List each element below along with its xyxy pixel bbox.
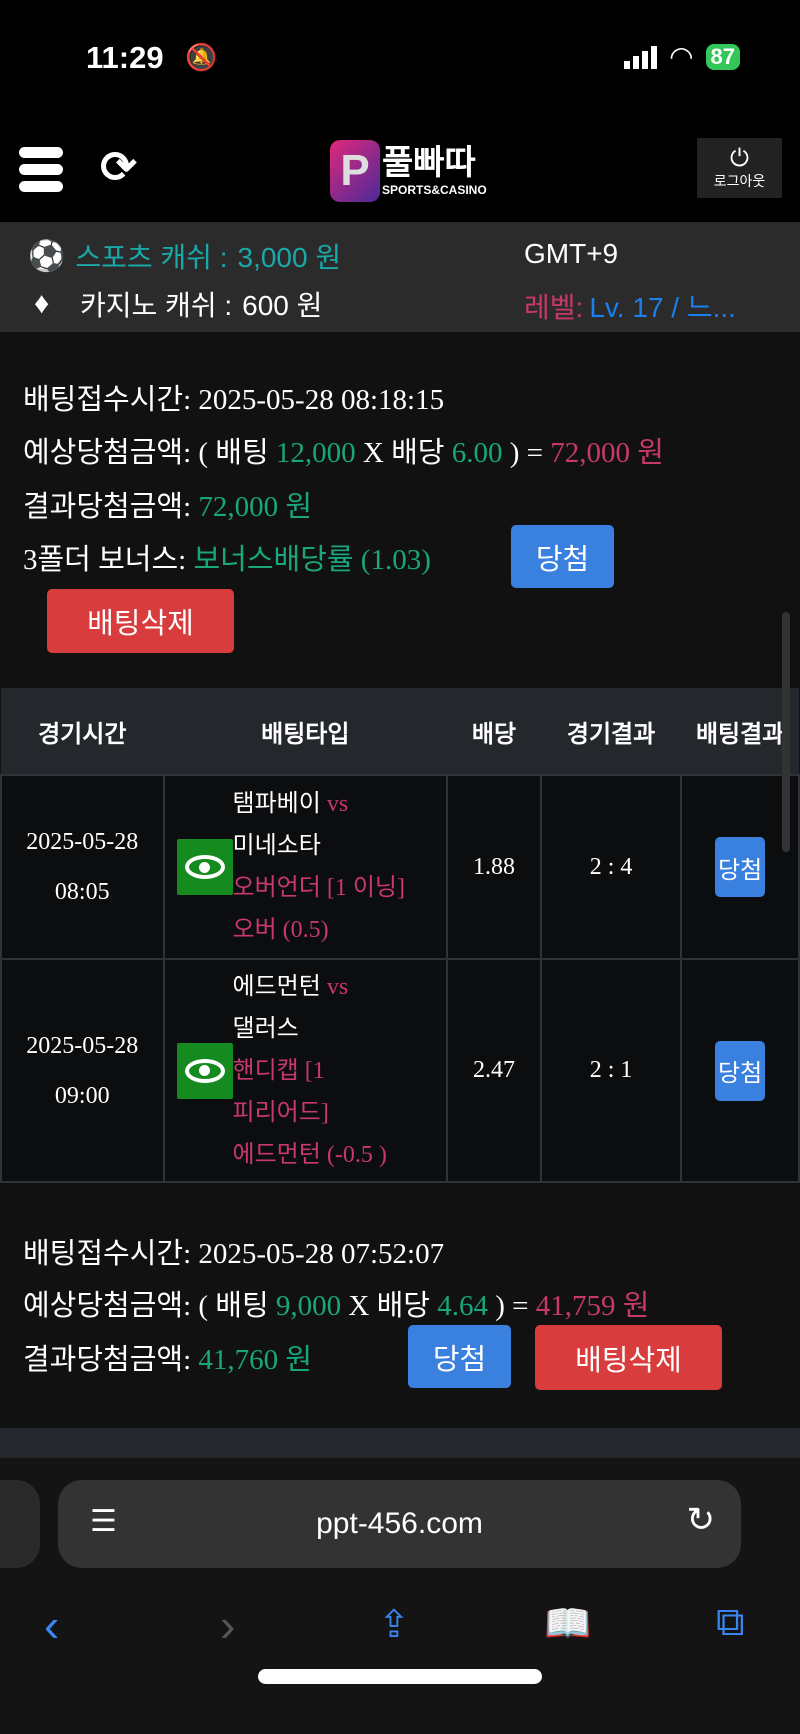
win-badge[interactable]: 당첨 — [715, 837, 766, 897]
sports-cash-label: 스포츠 캐쉬 : — [75, 242, 228, 273]
match-score: 2 : 1 — [539, 958, 683, 1183]
soccer-ball-icon: ⚽ — [28, 239, 66, 273]
level-row: 레벨: Lv. 17 / 느... — [524, 286, 736, 326]
scrollbar[interactable] — [782, 612, 790, 852]
wifi-icon: ◠ — [669, 41, 694, 72]
level-value: Lv. 17 / 느... — [589, 292, 736, 323]
bet1-bonus: 3폴더 보너스: 보너스배당률 (1.03) — [23, 544, 431, 576]
bet1-status-button[interactable]: 당첨 — [511, 525, 614, 588]
logo[interactable]: P 풀빠따 SPORTS&CASINO — [330, 140, 487, 202]
address-bar[interactable]: ☰ ppt-456.com ↻ — [58, 1480, 741, 1568]
timezone: GMT+9 — [524, 238, 619, 269]
bookmarks-icon[interactable]: 📖 — [544, 1603, 592, 1645]
home-indicator — [258, 1669, 542, 1684]
bet2-result: 결과당첨금액: 41,760 원 — [23, 1344, 313, 1376]
status-icons: ◠ 87 — [624, 40, 740, 73]
table-row: 2025-05-28 09:00 에드먼턴 vs 댈러스 핸디캡 [1 피리어드] 에드… — [0, 958, 800, 1183]
bet-result: 당첨 — [680, 958, 800, 1183]
level-label: 레벨: — [524, 292, 584, 323]
menu-icon[interactable] — [19, 147, 63, 192]
reload-icon[interactable]: ↻ — [686, 1501, 716, 1539]
bet2-time: 배팅접수시간: 2025-05-28 07:52:07 — [23, 1238, 445, 1270]
back-icon[interactable]: ‹ — [44, 1599, 60, 1651]
table-row: 2025-05-28 08:05 탬파베이 vs 미네소타 오버언더 [1 이닝] 오버… — [0, 774, 800, 960]
tabs-icon[interactable]: ⧉ — [716, 1600, 745, 1644]
match-time: 2025-05-28 09:00 — [0, 958, 165, 1183]
forward-icon[interactable]: › — [220, 1599, 236, 1651]
account-info-bar: ⚽ 스포츠 캐쉬 : 3,000 원 ♦ 카지노 캐쉬 : 600 원 GMT+… — [0, 222, 800, 332]
casino-cash-label: 카지노 캐쉬 : — [80, 290, 233, 321]
match-score: 2 : 4 — [539, 774, 683, 960]
header-bet-type: 배팅타입 — [163, 688, 448, 775]
logout-button[interactable]: ⏻ 로그아웃 — [697, 138, 782, 198]
bet1-result: 결과당첨금액: 72,000 원 — [23, 491, 313, 523]
bet1-time: 배팅접수시간: 2025-05-28 08:18:15 — [23, 384, 445, 416]
bet1-expected: 예상당첨금액: ( 배팅 12,000 X 배당 6.00 ) = 72,000… — [23, 437, 664, 469]
page-menu-icon[interactable]: ☰ — [90, 1505, 117, 1538]
power-icon: ⏻ — [730, 145, 749, 172]
header-match-time: 경기시간 — [1, 688, 164, 775]
casino-cash-value: 600 원 — [242, 290, 323, 321]
header-match-result: 경기결과 — [540, 688, 682, 775]
signal-icon — [624, 45, 658, 69]
odds: 1.88 — [446, 774, 542, 960]
status-bar: 11:29 🔕 ◠ 87 — [0, 0, 800, 120]
battery-icon: 87 — [705, 43, 740, 70]
bet2-table-header — [0, 1428, 800, 1458]
share-icon[interactable]: ⇪ — [378, 1604, 410, 1646]
bet-type: 탬파베이 vs 미네소타 오버언더 [1 이닝] 오버 (0.5) — [162, 774, 449, 960]
odds: 2.47 — [446, 958, 542, 1183]
match-time: 2025-05-28 08:05 — [0, 774, 165, 960]
previous-tab-preview[interactable] — [0, 1480, 40, 1568]
header-odds: 배당 — [447, 688, 541, 775]
bet2-expected: 예상당첨금액: ( 배팅 9,000 X 배당 4.64 ) = 41,759 … — [23, 1290, 650, 1322]
mute-bell-icon: 🔕 — [185, 42, 218, 72]
bet-type: 에드먼턴 vs 댈러스 핸디캡 [1 피리어드] 에드먼턴 (-0.5 ) — [162, 958, 449, 1183]
eye-icon[interactable] — [176, 839, 233, 895]
refresh-icon[interactable]: ⟳ — [100, 143, 137, 192]
header-bet-result: 배팅결과 — [681, 688, 799, 775]
bet2-status-button[interactable]: 당첨 — [408, 1325, 511, 1388]
bet1-delete-button[interactable]: 배팅삭제 — [47, 589, 234, 653]
bet2-delete-button[interactable]: 배팅삭제 — [535, 1325, 722, 1390]
casino-cash-row: ♦ 카지노 캐쉬 : 600 원 — [34, 284, 322, 324]
win-badge[interactable]: 당첨 — [715, 1040, 766, 1101]
diamond-icon: ♦ — [34, 287, 50, 320]
sports-cash-value: 3,000 원 — [237, 242, 342, 273]
bet-result: 당첨 — [680, 774, 800, 960]
sports-cash-row: ⚽ 스포츠 캐쉬 : 3,000 원 — [28, 236, 341, 276]
bet1-table: 경기시간 배팅타입 배당 경기결과 배팅결과 2025-05-28 08:05 탬… — [0, 688, 800, 1183]
clock: 11:29 — [86, 40, 164, 75]
site-header: ⟳ P 풀빠따 SPORTS&CASINO ⏻ 로그아웃 — [0, 120, 800, 222]
url-text: ppt-456.com — [316, 1507, 483, 1540]
eye-icon[interactable] — [176, 1042, 233, 1099]
